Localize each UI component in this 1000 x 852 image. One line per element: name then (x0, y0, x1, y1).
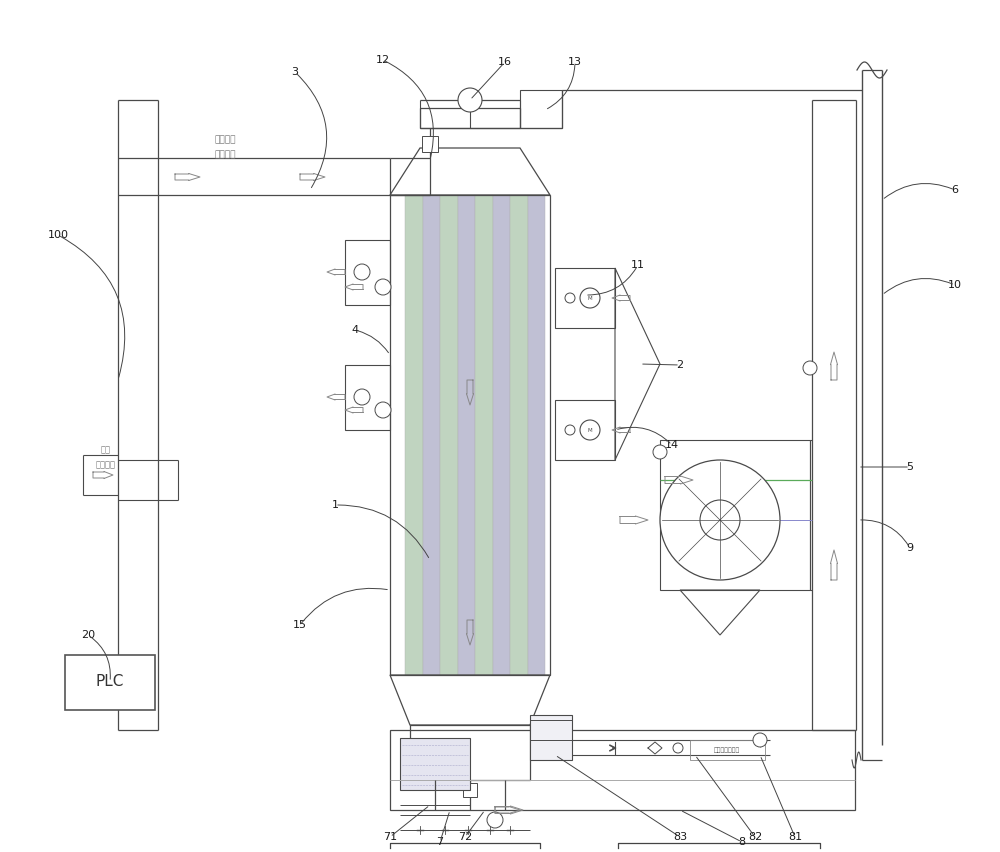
Polygon shape (492, 195, 510, 675)
Polygon shape (530, 715, 572, 760)
Polygon shape (528, 195, 545, 675)
Text: 81: 81 (788, 832, 802, 842)
Circle shape (375, 402, 391, 418)
Text: 13: 13 (568, 57, 582, 67)
Text: 100: 100 (48, 230, 68, 240)
Polygon shape (422, 136, 438, 152)
Circle shape (354, 389, 370, 405)
Circle shape (565, 293, 575, 303)
Text: 72: 72 (458, 832, 472, 842)
Text: PLC: PLC (96, 675, 124, 689)
Text: 7: 7 (436, 837, 444, 847)
Text: 4: 4 (351, 325, 359, 335)
Text: 83: 83 (673, 832, 687, 842)
Circle shape (565, 425, 575, 435)
Polygon shape (510, 195, 528, 675)
Text: M: M (588, 428, 592, 433)
Text: 6: 6 (952, 185, 958, 195)
Circle shape (660, 460, 780, 580)
Text: 除尘: 除尘 (101, 446, 111, 454)
Text: 71: 71 (383, 832, 397, 842)
Circle shape (803, 361, 817, 375)
Polygon shape (463, 783, 477, 797)
Text: 5: 5 (906, 462, 914, 472)
Polygon shape (422, 195, 440, 675)
Polygon shape (475, 195, 492, 675)
Text: 12: 12 (376, 55, 390, 65)
Circle shape (653, 445, 667, 459)
Circle shape (580, 420, 600, 440)
Text: 10: 10 (948, 280, 962, 290)
Text: 82: 82 (748, 832, 762, 842)
Circle shape (487, 812, 503, 828)
Text: 16: 16 (498, 57, 512, 67)
Circle shape (375, 279, 391, 295)
Text: 出口烟气: 出口烟气 (96, 460, 116, 469)
Circle shape (580, 288, 600, 308)
Text: 水分定量储罐车: 水分定量储罐车 (714, 747, 740, 753)
Text: M: M (588, 296, 592, 301)
Polygon shape (400, 738, 470, 790)
Text: 15: 15 (293, 620, 307, 630)
Text: 20: 20 (81, 630, 95, 640)
Circle shape (458, 88, 482, 112)
Polygon shape (65, 655, 155, 710)
Circle shape (700, 500, 740, 540)
Text: 1: 1 (332, 500, 338, 510)
Circle shape (354, 264, 370, 280)
Text: 出口烟气: 出口烟气 (214, 151, 236, 159)
Polygon shape (458, 195, 475, 675)
Text: 3: 3 (292, 67, 298, 77)
Text: 11: 11 (631, 260, 645, 270)
Text: 8: 8 (738, 837, 746, 847)
Polygon shape (405, 195, 422, 675)
Circle shape (673, 743, 683, 753)
Text: 9: 9 (906, 543, 914, 553)
Text: 14: 14 (665, 440, 679, 450)
Text: 湿法脱硫: 湿法脱硫 (214, 135, 236, 145)
Text: 2: 2 (676, 360, 684, 370)
Polygon shape (440, 195, 458, 675)
Circle shape (753, 733, 767, 747)
